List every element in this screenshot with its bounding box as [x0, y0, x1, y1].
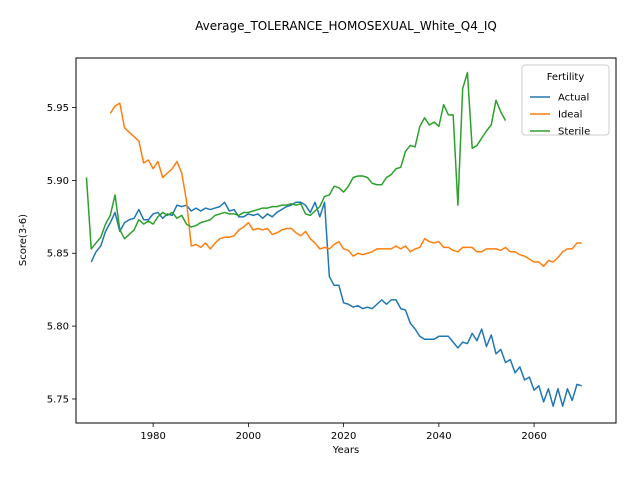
y-tick-label: 5.95 — [47, 103, 69, 114]
legend-label-actual: Actual — [558, 93, 589, 104]
legend-label-ideal: Ideal — [558, 110, 582, 121]
legend-title: Fertility — [547, 72, 585, 83]
legend-label-sterile: Sterile — [558, 127, 590, 138]
x-tick-label: 1980 — [140, 431, 165, 442]
y-tick-label: 5.85 — [47, 249, 69, 260]
plot-frame — [75, 57, 617, 424]
x-axis: 1980 2000 2020 2040 2060 — [140, 423, 547, 442]
y-tick-label: 5.80 — [47, 322, 69, 333]
y-tick-label: 5.90 — [47, 176, 69, 187]
series-line-ideal — [109, 102, 582, 268]
y-axis-label: Score(3-6) — [18, 214, 29, 266]
x-tick-label: 2000 — [236, 431, 261, 442]
chart-title: Average_TOLERANCE_HOMOSEXUAL_White_Q4_IQ — [195, 19, 497, 33]
y-tick-label: 5.75 — [47, 394, 69, 405]
legend-box — [521, 64, 610, 136]
x-tick-label: 2060 — [521, 431, 546, 442]
plot-area — [85, 71, 582, 407]
legend: Fertility Actual Ideal Sterile — [521, 64, 610, 138]
x-axis-label: Years — [332, 445, 359, 456]
x-tick-label: 2020 — [331, 431, 356, 442]
x-tick-label: 2040 — [426, 431, 451, 442]
series-line-sterile — [85, 71, 507, 250]
y-axis: 5.75 5.80 5.85 5.90 5.95 — [47, 103, 76, 405]
